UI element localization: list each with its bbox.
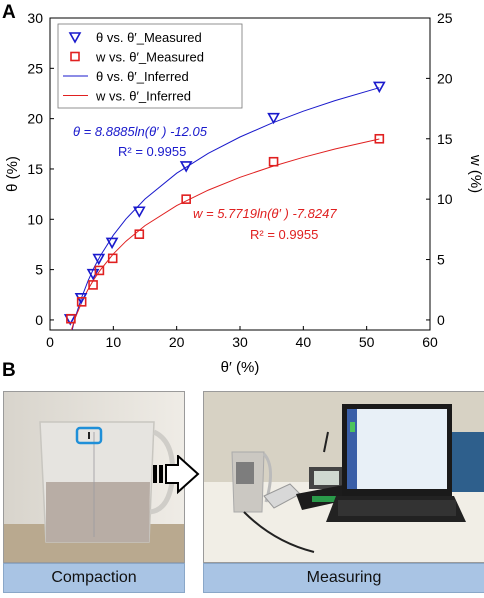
y-right-axis-label: w (%) [467, 154, 484, 193]
theta-equation: θ = 8.8885ln(θ′ ) -12.05 [73, 124, 208, 139]
x-tick-label: 60 [422, 334, 438, 350]
marker-box [75, 426, 103, 445]
data-point [66, 313, 76, 324]
y-left-tick-label: 25 [27, 60, 43, 76]
y-right-tick-label: 20 [437, 70, 453, 86]
legend-box [57, 23, 243, 109]
legend-label: w vs. θ′_Measured [95, 50, 204, 65]
x-tick-label: 20 [169, 334, 185, 350]
y-right-tick-label: 15 [437, 131, 453, 147]
data-point [181, 194, 191, 204]
data-point [132, 206, 146, 218]
y-right-tick-label: 10 [437, 191, 453, 207]
data-point [94, 265, 105, 276]
measuring-photo [203, 391, 484, 563]
legend-label: θ vs. θ′_Measured [96, 30, 202, 45]
data-point [267, 112, 280, 125]
y-left-tick-label: 0 [35, 312, 43, 328]
y-right-tick-label: 5 [437, 252, 445, 268]
x-tick-label: 40 [296, 334, 312, 350]
y-right-tick-label: 0 [437, 312, 445, 328]
x-tick-label: 10 [106, 334, 122, 350]
x-tick-label: 30 [232, 334, 248, 350]
y-left-tick-label: 20 [27, 111, 43, 127]
data-point [372, 81, 386, 94]
x-axis-label: θ′ (%) [221, 359, 260, 376]
w-equation: w = 5.7719ln(θ′ ) -7.8247 [193, 206, 337, 221]
y-left-tick-label: 30 [27, 10, 43, 26]
legend-marker [70, 51, 80, 62]
data-point [374, 133, 385, 144]
y-right-tick-label: 25 [437, 10, 453, 26]
y-left-axis-label: θ (%) [4, 156, 21, 192]
x-tick-label: 50 [359, 334, 375, 350]
measuring-caption: Measuring [203, 563, 484, 593]
axes: 0 10 20 30 40 50 60 0 5 10 15 20 25 30 0 5 10 15 20 25 θ′ (%… [4, 10, 484, 376]
compaction-caption: Compaction [3, 563, 185, 593]
chart: 0 10 20 30 40 50 60 0 5 10 15 20 25 30 0 5 10 15 20 25 θ′ (%… [4, 10, 484, 376]
data-point [179, 161, 193, 173]
panel-label-a: A [2, 2, 16, 23]
data-point [107, 253, 118, 264]
data-point [76, 297, 87, 307]
legend-label: w vs. θ′_Inferred [95, 89, 191, 104]
data-point [105, 237, 119, 250]
arrow-right-icon [153, 455, 200, 495]
x-tick-label: 0 [46, 334, 54, 350]
panel-label-b: B [2, 360, 16, 381]
legend-marker [68, 32, 82, 44]
y-left-tick-label: 15 [27, 161, 43, 177]
data-point [92, 253, 106, 266]
y-left-tick-label: 5 [35, 262, 43, 278]
y-left-tick-label: 10 [27, 211, 43, 227]
data-point [134, 229, 145, 239]
theta-r2: R² = 0.9955 [118, 144, 186, 159]
w-r2: R² = 0.9955 [250, 227, 318, 242]
data-point [88, 280, 98, 290]
legend-label: θ vs. θ′_Inferred [96, 69, 189, 84]
data-point [268, 156, 279, 167]
chart-marks [63, 81, 386, 330]
